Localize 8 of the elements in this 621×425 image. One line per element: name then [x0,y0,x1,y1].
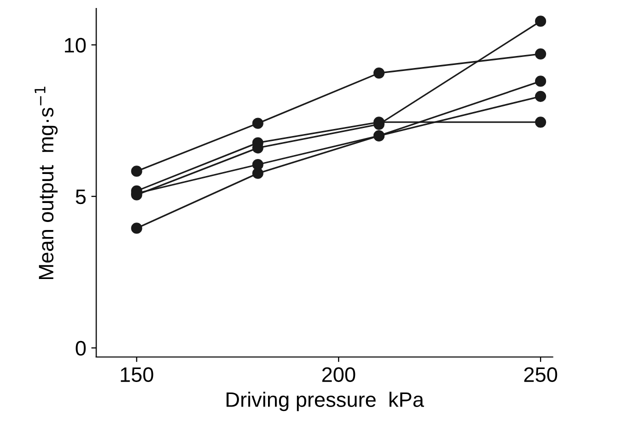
y-tick-label: 0 [76,340,86,356]
x-tick-label: 150 [120,367,154,382]
x-tick-label: 250 [524,367,558,382]
y-tick-label: 5 [76,190,86,204]
x-axis-title: Driving pressure kPa [226,392,424,412]
x-tick-label: 200 [322,367,356,382]
y-tick-label: 10 [64,38,86,53]
y-axis-title: Mean output mg·s$^{−1}$ [34,86,58,280]
